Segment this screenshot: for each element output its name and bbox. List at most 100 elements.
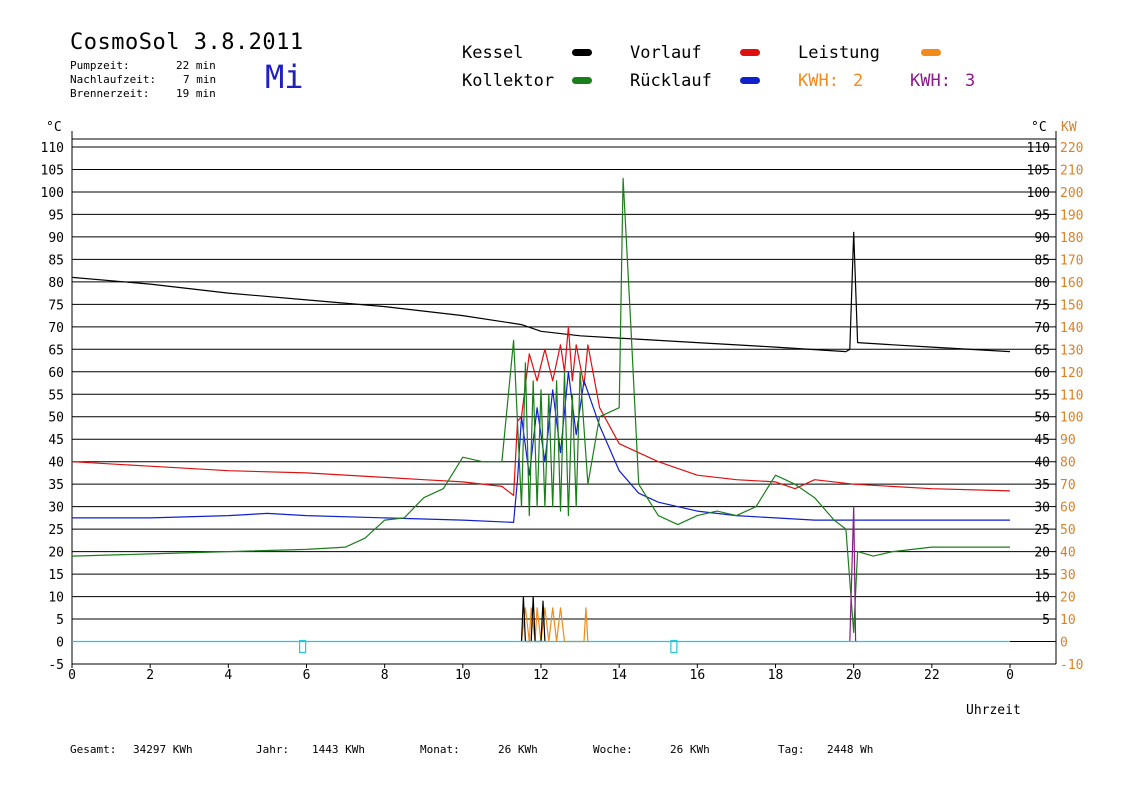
y-tick-label-power: 130 bbox=[1060, 343, 1083, 358]
y-tick-label-left: 0 bbox=[56, 636, 64, 651]
legend-swatch-leistung bbox=[921, 49, 941, 56]
y-tick-label-left: 20 bbox=[48, 546, 64, 561]
x-tick-label: 14 bbox=[611, 668, 627, 683]
series-line-kessel bbox=[71, 231, 1011, 353]
y-tick-label-power: 220 bbox=[1060, 141, 1083, 156]
x-tick-label: 2 bbox=[146, 668, 154, 683]
stat-value-nachlaufzeit: 7 min bbox=[183, 73, 217, 86]
y-tick-label-right: 80 bbox=[1034, 276, 1050, 291]
y-tick-label-left: 35 bbox=[48, 478, 64, 493]
y-tick-label-right: 20 bbox=[1034, 546, 1050, 561]
y-tick-label-left: 55 bbox=[48, 388, 64, 403]
y-tick-label-right: 95 bbox=[1034, 208, 1050, 223]
legend-swatch-ruecklauf bbox=[740, 77, 760, 84]
y-tick-label-power: 140 bbox=[1060, 321, 1083, 336]
weekday-label: Mi bbox=[265, 58, 304, 96]
legend-label-kessel: Kessel bbox=[462, 43, 524, 63]
x-tick-label: 6 bbox=[303, 668, 311, 683]
y-tick-label-right: 55 bbox=[1034, 388, 1050, 403]
footer-woche-label: Woche: bbox=[593, 743, 633, 756]
kwh-value-2: 3 bbox=[965, 71, 976, 91]
stat-value-pumpzeit: 22 min bbox=[176, 59, 216, 72]
footer-monat-label: Monat: bbox=[420, 743, 460, 756]
y-tick-label-right: 35 bbox=[1034, 478, 1050, 493]
y-tick-label-left: 30 bbox=[48, 501, 64, 516]
axis-layer: -505101520253035404550556065707580859095… bbox=[41, 131, 1083, 683]
x-tick-label: 0 bbox=[1006, 668, 1014, 683]
x-tick-label: 22 bbox=[924, 668, 940, 683]
y-tick-label-left: 70 bbox=[48, 321, 64, 336]
legend-swatch-kessel bbox=[572, 49, 592, 56]
y-tick-label-right: 105 bbox=[1027, 163, 1050, 178]
stat-label-pumpzeit: Pumpzeit: bbox=[70, 59, 130, 72]
y-tick-label-left: 45 bbox=[48, 433, 64, 448]
x-tick-label: 4 bbox=[224, 668, 232, 683]
y-tick-label-power: 20 bbox=[1060, 591, 1076, 606]
y-tick-label-left: 50 bbox=[48, 411, 64, 426]
y-tick-label-left: -5 bbox=[48, 658, 64, 673]
y-tick-label-power: 170 bbox=[1060, 253, 1083, 268]
footer-gesamt-label: Gesamt: bbox=[70, 743, 117, 756]
legend-label-vorlauf: Vorlauf bbox=[630, 43, 702, 63]
y-tick-label-left: 90 bbox=[48, 231, 64, 246]
stat-label-nachlaufzeit: Nachlaufzeit: bbox=[70, 73, 157, 86]
y-tick-label-power: 30 bbox=[1060, 568, 1076, 583]
footer-jahr-label: Jahr: bbox=[256, 743, 290, 756]
y-tick-label-right: 100 bbox=[1027, 186, 1050, 201]
y-tick-label-power: 180 bbox=[1060, 231, 1083, 246]
y-tick-label-power: 120 bbox=[1060, 366, 1083, 381]
y-tick-label-left: 40 bbox=[48, 456, 64, 471]
y-tick-label-power: -10 bbox=[1060, 658, 1083, 673]
y-tick-label-left: 85 bbox=[48, 253, 64, 268]
y-tick-label-power: 0 bbox=[1060, 636, 1068, 651]
footer-monat-value: 26 KWh bbox=[498, 743, 538, 756]
footer-woche-value: 26 KWh bbox=[670, 743, 710, 756]
x-tick-label: 0 bbox=[68, 668, 76, 683]
x-tick-label: 18 bbox=[768, 668, 784, 683]
legend-swatch-kollektor bbox=[572, 77, 592, 84]
series-line-vorlauf bbox=[71, 326, 1011, 496]
y-tick-label-right: 45 bbox=[1034, 433, 1050, 448]
y-tick-label-power: 70 bbox=[1060, 478, 1076, 493]
series-line-kollektor bbox=[71, 177, 1010, 634]
y-tick-label-left: 5 bbox=[56, 613, 64, 628]
series-line-kessel-impuls bbox=[520, 595, 546, 643]
y-tick-label-right: 5 bbox=[1042, 613, 1050, 628]
y-tick-label-left: 65 bbox=[48, 343, 64, 358]
y-tick-label-left: 10 bbox=[48, 591, 64, 606]
y-tick-label-power: 150 bbox=[1060, 298, 1083, 313]
y-tick-label-right: 65 bbox=[1034, 343, 1050, 358]
legend-label-leistung: Leistung bbox=[798, 43, 880, 63]
footer-tag-value: 2448 Wh bbox=[827, 743, 874, 756]
stat-value-brennerzeit: 19 min bbox=[176, 87, 216, 100]
y-tick-label-power: 40 bbox=[1060, 546, 1076, 561]
y-tick-label-power: 50 bbox=[1060, 523, 1076, 538]
x-tick-label: 10 bbox=[455, 668, 471, 683]
y-tick-label-power: 110 bbox=[1060, 388, 1083, 403]
y-tick-label-power: 190 bbox=[1060, 208, 1083, 223]
y-tick-label-left: 105 bbox=[41, 163, 64, 178]
y-tick-label-left: 110 bbox=[41, 141, 64, 156]
legend-swatch-vorlauf bbox=[740, 49, 760, 56]
y-axis-label-right: °C bbox=[1031, 120, 1047, 135]
y-tick-label-right: 30 bbox=[1034, 501, 1050, 516]
y-tick-label-right: 85 bbox=[1034, 253, 1050, 268]
y-tick-label-right: 110 bbox=[1027, 141, 1050, 156]
x-tick-label: 12 bbox=[533, 668, 549, 683]
y-tick-label-power: 160 bbox=[1060, 276, 1083, 291]
y-tick-label-power: 10 bbox=[1060, 613, 1076, 628]
kwh-label-1: KWH: bbox=[798, 71, 839, 91]
y-tick-label-left: 75 bbox=[48, 298, 64, 313]
chart-title: CosmoSol 3.8.2011 bbox=[70, 30, 304, 55]
kwh-label-2: KWH: bbox=[910, 71, 951, 91]
footer-jahr-value: 1443 KWh bbox=[312, 743, 365, 756]
x-tick-label: 16 bbox=[690, 668, 706, 683]
y-tick-label-right: 70 bbox=[1034, 321, 1050, 336]
x-tick-label: 8 bbox=[381, 668, 389, 683]
y-tick-label-right: 90 bbox=[1034, 231, 1050, 246]
y-tick-label-right: 40 bbox=[1034, 456, 1050, 471]
y-tick-label-right: 10 bbox=[1034, 591, 1050, 606]
kwh-value-1: 2 bbox=[853, 71, 864, 91]
stat-label-brennerzeit: Brennerzeit: bbox=[70, 87, 150, 100]
